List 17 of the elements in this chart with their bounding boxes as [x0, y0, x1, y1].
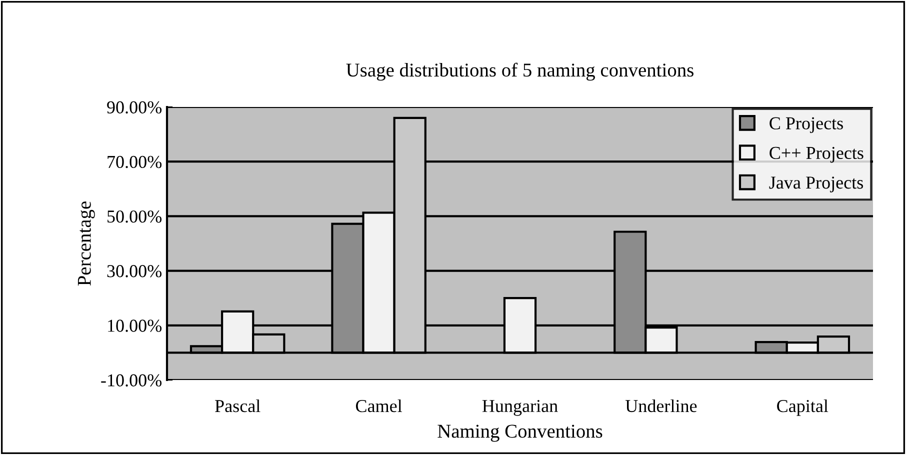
legend-label: C Projects [770, 117, 843, 134]
y-tick-label: -10.00% [101, 374, 162, 387]
x-tick-label: Camel [356, 399, 402, 412]
x-tick-label: Hungarian [482, 400, 558, 416]
y-axis-title: Percentage [78, 202, 95, 286]
x-axis-title: Naming Conventions [438, 424, 602, 442]
y-tick-label: 30.00% [107, 265, 162, 278]
chart-title: Usage distributions of 5 naming conventions [346, 62, 694, 81]
y-tick-label: 70.00% [108, 156, 162, 168]
x-tick-label: Underline [625, 399, 697, 412]
x-tick-label: Capital [777, 399, 828, 416]
y-tick-label: 50.00% [108, 210, 162, 223]
legend-label: Java Projects [769, 176, 863, 192]
y-tick-label: 10.00% [108, 320, 162, 332]
x-tick-label: Pascal [215, 399, 260, 412]
legend-label: C++ Projects [770, 146, 864, 163]
y-tick-label: 90.00% [107, 101, 162, 114]
